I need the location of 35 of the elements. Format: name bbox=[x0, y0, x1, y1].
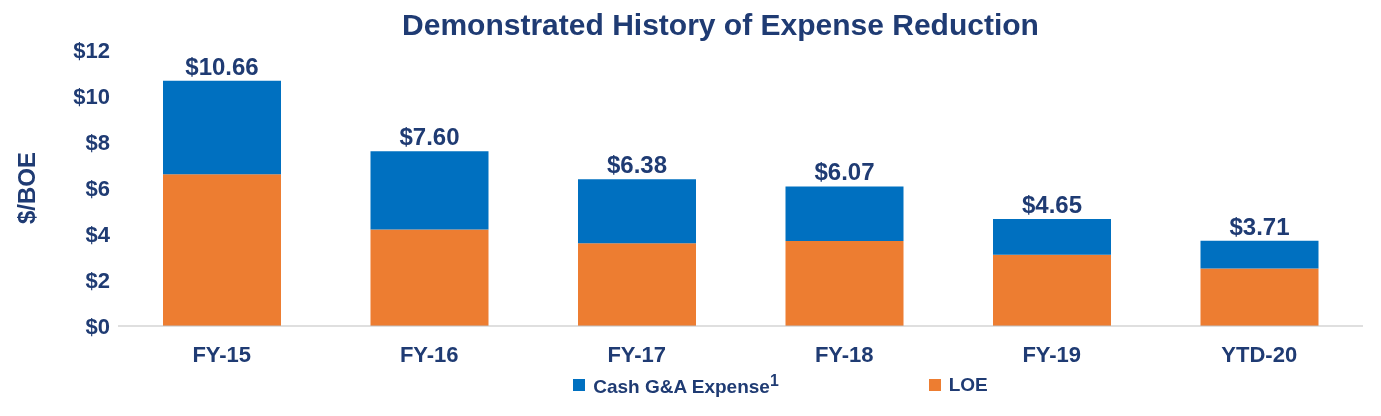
y-tick-label: $2 bbox=[85, 267, 110, 293]
x-tick-label: FY-18 bbox=[814, 341, 874, 367]
y-tick-label: $10 bbox=[73, 83, 110, 109]
y-tick-label: $8 bbox=[85, 129, 110, 155]
bar bbox=[785, 186, 904, 241]
bar bbox=[1200, 240, 1319, 269]
x-tick-label: FY-15 bbox=[192, 341, 252, 367]
total-label: $7.60 bbox=[399, 123, 460, 151]
y-tick-label: $12 bbox=[73, 37, 110, 63]
total-label: $4.65 bbox=[1021, 191, 1083, 219]
bar bbox=[370, 151, 489, 230]
bar bbox=[578, 179, 696, 244]
bar bbox=[163, 174, 281, 326]
bar bbox=[163, 80, 281, 175]
x-tick-label: FY-17 bbox=[607, 341, 667, 367]
x-tick-label: YTD-20 bbox=[1221, 341, 1298, 367]
bar bbox=[370, 229, 489, 326]
total-label: $6.38 bbox=[606, 151, 668, 179]
bar bbox=[993, 219, 1111, 255]
chart-title: Demonstrated History of Expense Reduction bbox=[402, 8, 1039, 41]
y-tick-label: $0 bbox=[85, 313, 110, 339]
legend-label: Cash G&A Expense$^{1}$ bbox=[593, 372, 779, 399]
total-label: $10.66 bbox=[185, 52, 259, 80]
y-axis-title: $/BOE bbox=[12, 151, 40, 225]
bar bbox=[993, 254, 1111, 326]
bar bbox=[578, 243, 696, 326]
total-label: $3.71 bbox=[1229, 212, 1290, 240]
y-tick-label: $6 bbox=[85, 175, 110, 201]
legend-label: LOE bbox=[948, 374, 988, 397]
x-tick-label: FY-19 bbox=[1022, 341, 1082, 367]
y-tick-label: $4 bbox=[85, 221, 111, 247]
bar bbox=[785, 240, 904, 326]
total-label: $6.07 bbox=[814, 158, 875, 186]
bar bbox=[1200, 268, 1319, 326]
x-tick-label: FY-16 bbox=[399, 341, 459, 367]
